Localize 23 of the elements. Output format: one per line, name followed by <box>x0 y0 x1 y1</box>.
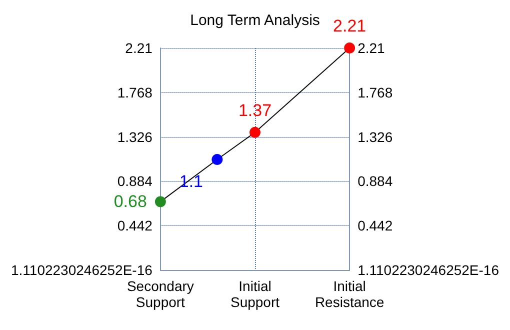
y2-tick-label: 1.768 <box>358 84 393 100</box>
y2-tick-label: 1.1102230246252E-16 <box>358 262 500 278</box>
x-tick-label: Initial Resistance <box>314 278 384 310</box>
data-label: 0.68 <box>114 192 147 212</box>
y-tick-label: 0.442 <box>117 218 153 234</box>
y-tick-label: 1.1102230246252E-16 <box>10 262 153 278</box>
y-tick-label: 1.768 <box>117 84 153 100</box>
point <box>250 126 260 138</box>
y2-tick-label: 2.21 <box>358 40 386 56</box>
data-label: 2.21 <box>333 16 366 36</box>
data-label: 1.37 <box>238 100 272 120</box>
chart-title: Long Term Analysis <box>190 12 320 29</box>
y2-tick-label: 0.442 <box>358 218 393 234</box>
point <box>344 42 356 54</box>
x-tick-label: Secondary Support <box>126 278 194 310</box>
point <box>212 154 223 165</box>
x-tick-label: Initial Support <box>230 278 280 310</box>
y-tick-label: 1.326 <box>117 128 153 145</box>
y2-tick-label: 0.884 <box>358 173 393 190</box>
y2-tick-label: 1.326 <box>358 128 393 145</box>
y-tick-label: 0.884 <box>117 173 153 190</box>
y-tick-label: 2.21 <box>125 40 153 56</box>
point <box>154 196 166 208</box>
